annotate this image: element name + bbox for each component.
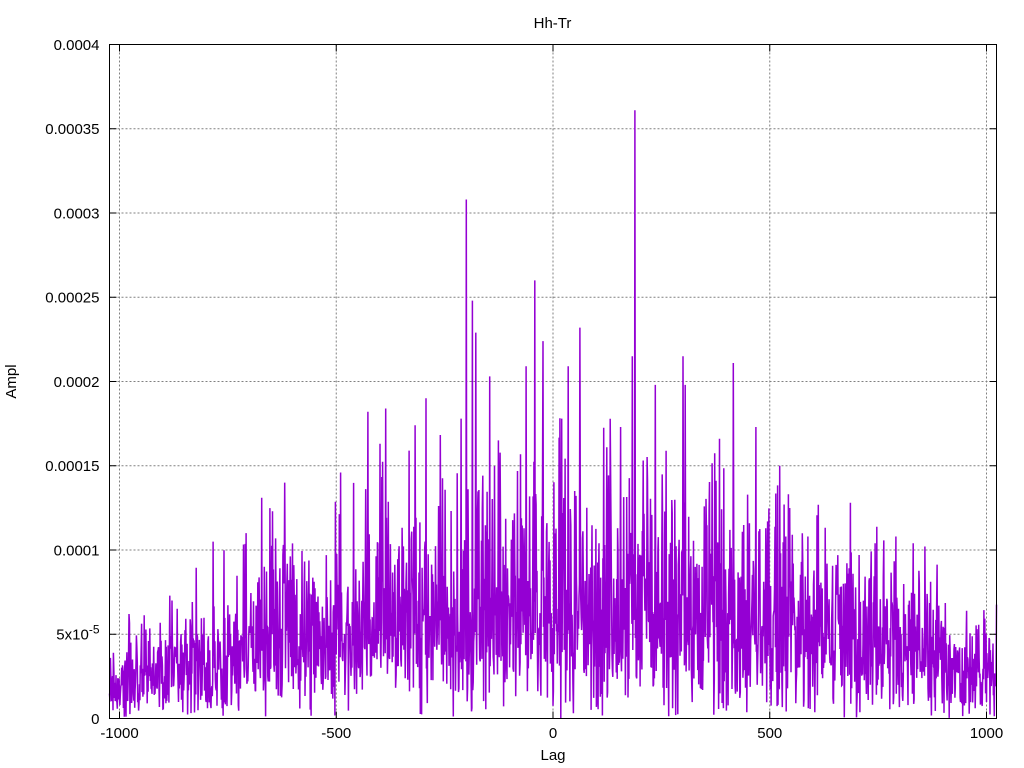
svg-text:-500: -500 [321, 725, 351, 742]
svg-text:5x10-5: 5x10-5 [56, 623, 100, 644]
svg-text:0: 0 [549, 725, 557, 742]
svg-text:Ampl: Ampl [3, 364, 20, 398]
svg-text:-1000: -1000 [100, 725, 138, 742]
svg-text:Lag: Lag [540, 747, 565, 764]
svg-text:0.0002: 0.0002 [54, 374, 100, 391]
svg-text:0.0003: 0.0003 [54, 205, 100, 222]
svg-text:0.0001: 0.0001 [54, 542, 100, 559]
svg-text:1000: 1000 [970, 725, 1003, 742]
svg-text:0: 0 [91, 711, 99, 728]
svg-text:0.00025: 0.00025 [45, 290, 99, 307]
svg-text:500: 500 [757, 725, 782, 742]
svg-text:Hh-Tr: Hh-Tr [534, 15, 572, 32]
svg-text:0.00015: 0.00015 [45, 458, 99, 475]
svg-text:0.0004: 0.0004 [54, 37, 100, 54]
svg-text:0.00035: 0.00035 [45, 121, 99, 138]
